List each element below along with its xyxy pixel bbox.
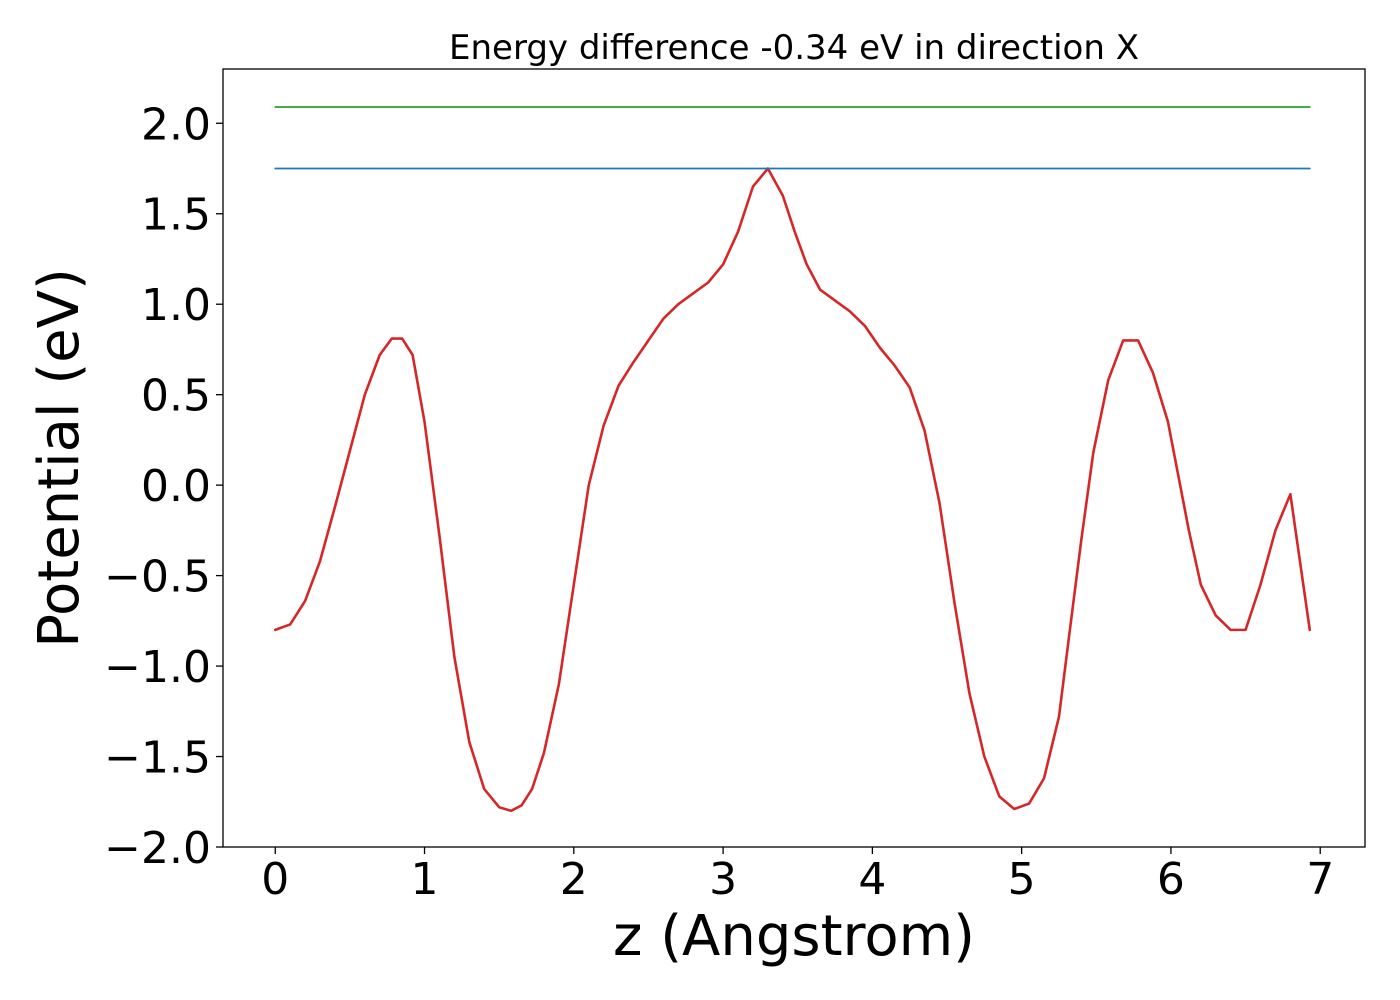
x-tick-label: 0 <box>261 854 289 905</box>
y-tick-label: 0.0 <box>141 461 211 512</box>
y-tick-label: −2.0 <box>104 823 211 874</box>
x-tick-label: 3 <box>709 854 737 905</box>
x-axis-label: z (Angstrom) <box>613 904 975 969</box>
series-line-0 <box>273 167 1312 813</box>
x-tick-label: 7 <box>1306 854 1334 905</box>
y-tick-label: 2.0 <box>141 99 211 150</box>
y-axis-label: Potential (eV) <box>27 268 92 648</box>
plot-area <box>273 106 1312 813</box>
x-tick-label: 4 <box>858 854 886 905</box>
x-tick-label: 6 <box>1157 854 1185 905</box>
x-tick-label: 1 <box>411 854 439 905</box>
y-tick-label: −1.5 <box>104 733 211 784</box>
y-tick-label: 1.5 <box>141 190 211 241</box>
y-tick-label: −1.0 <box>104 642 211 693</box>
x-tick-label: 5 <box>1008 854 1036 905</box>
x-axis: 0 1 2 3 4 5 6 7 <box>261 847 1334 905</box>
chart-title: Energy difference -0.34 eV in direction … <box>449 28 1139 68</box>
y-axis: −2.0 −1.5 −1.0 −0.5 0.0 0.5 1.0 1.5 2.0 <box>104 99 223 874</box>
y-tick-label: 0.5 <box>141 371 211 422</box>
x-tick-label: 2 <box>560 854 588 905</box>
axes-frame <box>222 68 1366 848</box>
y-tick-label: 1.0 <box>141 280 211 331</box>
y-tick-label: −0.5 <box>104 552 211 603</box>
